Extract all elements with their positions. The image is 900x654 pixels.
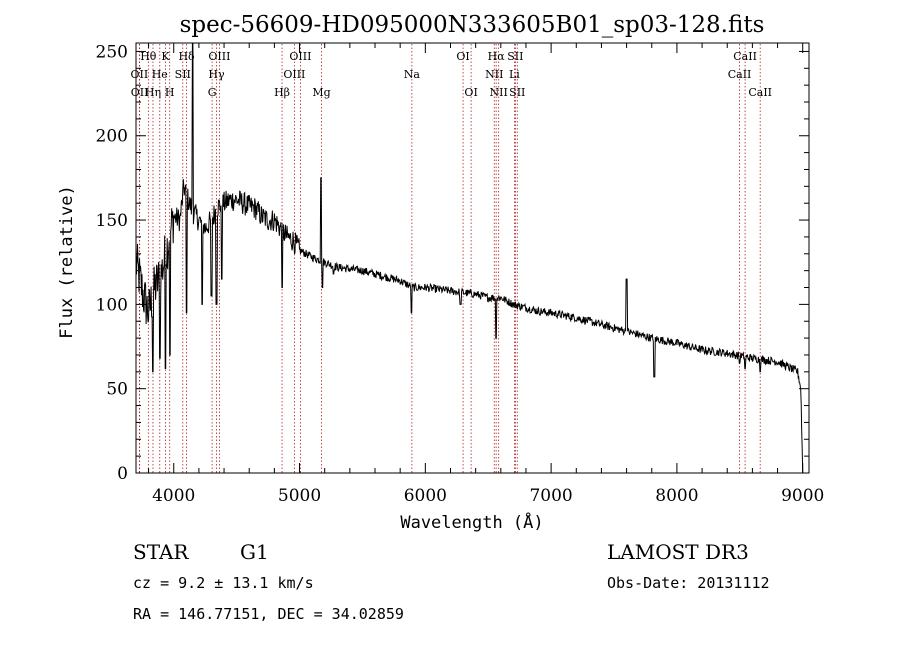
x-tick-label: 4000 (152, 486, 195, 506)
line-label-20: NII (485, 68, 503, 81)
line-label-10: Hγ (208, 68, 225, 81)
plot-frame (135, 42, 810, 474)
spectrum-series (135, 42, 804, 474)
line-label-7: H (165, 86, 175, 99)
y-tick-label: 200 (96, 127, 128, 147)
line-label-8: Hδ (178, 50, 195, 63)
y-tick-label: 150 (96, 211, 128, 231)
line-label-4: Hη (145, 86, 161, 99)
x-tick-label: 5000 (278, 486, 321, 506)
line-label-2: OII (131, 86, 149, 99)
line-label-6: SII (175, 68, 191, 81)
y-tick-label: 250 (96, 42, 128, 62)
line-label-13: OIII (289, 50, 311, 63)
line-label-5: K (161, 50, 170, 63)
x-axis-label: Wavelength (Å) (400, 511, 543, 533)
line-label-17: OI (456, 50, 469, 63)
spectrum-line (135, 42, 804, 474)
line-label-1: OII (131, 68, 149, 81)
line-label-0: Hθ (140, 50, 157, 63)
line-label-9: OIII (208, 50, 230, 63)
line-label-11: G (208, 86, 217, 99)
line-label-3: He (152, 68, 168, 81)
x-tick-label: 7000 (529, 486, 572, 506)
y-tick-label: 100 (96, 295, 128, 315)
line-label-23: Li (509, 68, 520, 81)
y-tick-label: 0 (117, 464, 128, 484)
line-label-14: OIII (283, 68, 305, 81)
redshift-cz: cz = 9.2 ± 13.1 km/s (133, 574, 314, 592)
x-tick-label: 6000 (404, 486, 447, 506)
line-label-24: SII (509, 86, 525, 99)
y-axis-ticks: 0 50 100 150 200 250 (96, 42, 809, 484)
y-tick-label: 50 (106, 380, 128, 400)
survey-name: LAMOST DR3 (607, 540, 749, 564)
object-type: STAR (133, 540, 189, 564)
x-tick-label: 8000 (655, 486, 698, 506)
x-tick-label: 9000 (781, 486, 824, 506)
chart-title: spec-56609-HD095000N333605B01_sp03-128.f… (180, 12, 765, 38)
line-label-25: CaII (733, 50, 757, 63)
line-label-22: SII (507, 50, 523, 63)
ra-dec: RA = 146.77151, DEC = 34.02859 (133, 605, 404, 623)
line-label-21: NII (490, 86, 508, 99)
line-label-26: CaII (728, 68, 752, 81)
line-label-16: Na (404, 68, 421, 81)
line-label-18: OI (464, 86, 477, 99)
obs-date: Obs-Date: 20131112 (607, 574, 770, 592)
line-label-27: CaII (748, 86, 772, 99)
y-axis-label: Flux (relative) (57, 185, 77, 339)
line-markers (138, 44, 761, 473)
line-label-12: Hβ (274, 86, 290, 99)
object-subclass: G1 (240, 540, 269, 564)
line-label-15: Mg (312, 86, 330, 99)
line-label-19: Hα (488, 50, 506, 63)
x-axis-ticks: 4000 5000 6000 7000 8000 9000 (148, 43, 824, 506)
